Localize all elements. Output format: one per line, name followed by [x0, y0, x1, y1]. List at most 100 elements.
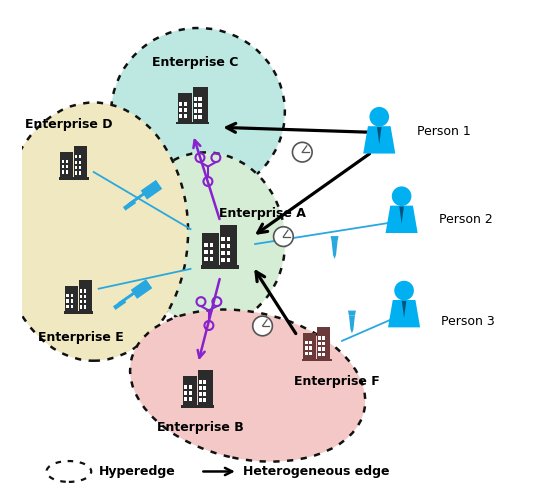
- Text: Enterprise F: Enterprise F: [294, 375, 380, 388]
- Bar: [71, 299, 73, 303]
- Bar: [79, 160, 82, 164]
- Bar: [140, 193, 144, 197]
- Text: Person 3: Person 3: [441, 315, 495, 328]
- Bar: [79, 300, 83, 303]
- Bar: [62, 165, 64, 168]
- Bar: [62, 170, 64, 174]
- Bar: [124, 297, 127, 301]
- Bar: [66, 299, 69, 303]
- Bar: [71, 294, 73, 297]
- Bar: [84, 300, 86, 303]
- Bar: [149, 187, 152, 191]
- Bar: [204, 398, 206, 402]
- Bar: [147, 188, 151, 192]
- Bar: [318, 342, 321, 345]
- Bar: [199, 109, 201, 113]
- Bar: [75, 171, 77, 175]
- Polygon shape: [113, 299, 126, 310]
- Bar: [133, 198, 137, 202]
- Bar: [204, 243, 208, 247]
- Text: Person 2: Person 2: [439, 213, 492, 226]
- Bar: [84, 289, 86, 293]
- Ellipse shape: [0, 103, 188, 361]
- Bar: [65, 165, 68, 168]
- Bar: [199, 386, 202, 390]
- Polygon shape: [131, 279, 152, 299]
- Polygon shape: [377, 127, 382, 144]
- Polygon shape: [332, 241, 338, 259]
- Bar: [130, 200, 133, 204]
- Bar: [75, 160, 77, 164]
- Text: Heterogeneous edge: Heterogeneous edge: [242, 465, 389, 478]
- Circle shape: [392, 186, 411, 206]
- Bar: [132, 291, 136, 295]
- Bar: [189, 391, 192, 395]
- Bar: [60, 152, 73, 178]
- Bar: [131, 200, 135, 203]
- Bar: [65, 170, 68, 174]
- Ellipse shape: [46, 461, 91, 482]
- Bar: [127, 295, 131, 298]
- Bar: [193, 87, 208, 123]
- Bar: [132, 199, 136, 202]
- Ellipse shape: [131, 152, 285, 326]
- Bar: [221, 244, 225, 248]
- Bar: [66, 294, 69, 297]
- Bar: [184, 385, 187, 389]
- Bar: [75, 155, 77, 158]
- Bar: [79, 280, 92, 312]
- Bar: [227, 244, 230, 248]
- Bar: [309, 346, 312, 350]
- Bar: [59, 177, 89, 180]
- Bar: [130, 293, 133, 297]
- Bar: [66, 305, 69, 308]
- Bar: [317, 327, 330, 360]
- Bar: [199, 380, 202, 384]
- Bar: [134, 197, 138, 201]
- Polygon shape: [363, 126, 395, 153]
- Bar: [79, 166, 82, 169]
- Bar: [204, 392, 206, 396]
- Bar: [204, 256, 208, 261]
- Polygon shape: [330, 236, 339, 241]
- Text: Enterprise B: Enterprise B: [157, 421, 244, 434]
- Bar: [62, 160, 64, 163]
- Bar: [184, 397, 187, 401]
- Bar: [139, 194, 143, 198]
- Bar: [199, 392, 202, 396]
- Bar: [322, 347, 325, 351]
- Text: Person 1: Person 1: [416, 125, 470, 138]
- Bar: [309, 352, 312, 355]
- Bar: [64, 311, 93, 314]
- Bar: [136, 196, 139, 200]
- Bar: [131, 292, 134, 296]
- Bar: [204, 386, 206, 390]
- Bar: [134, 290, 138, 293]
- Bar: [144, 191, 148, 194]
- Bar: [179, 114, 183, 118]
- Bar: [118, 301, 122, 305]
- Bar: [71, 305, 73, 308]
- Bar: [322, 342, 325, 345]
- Bar: [210, 256, 213, 261]
- Bar: [199, 103, 201, 107]
- Bar: [318, 347, 321, 351]
- Bar: [194, 109, 197, 113]
- Bar: [84, 305, 86, 309]
- Bar: [119, 301, 123, 304]
- Bar: [79, 171, 82, 175]
- Bar: [178, 93, 192, 123]
- Bar: [140, 286, 144, 289]
- Bar: [138, 195, 142, 198]
- Bar: [184, 102, 187, 106]
- Text: Enterprise D: Enterprise D: [25, 119, 113, 131]
- Bar: [143, 191, 146, 195]
- Polygon shape: [400, 207, 404, 224]
- Bar: [141, 192, 145, 196]
- Bar: [145, 190, 149, 193]
- Bar: [194, 115, 197, 119]
- Bar: [302, 359, 332, 361]
- Bar: [84, 295, 86, 298]
- Bar: [227, 258, 230, 262]
- Bar: [123, 298, 126, 302]
